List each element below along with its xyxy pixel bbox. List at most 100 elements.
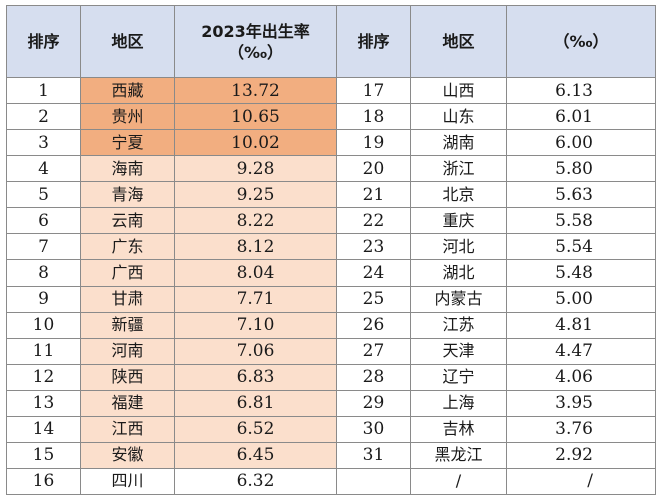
region-cell-right: 辽宁 xyxy=(410,363,507,391)
table-row: 7 广东 8.12 23 河北 5.54 xyxy=(6,233,656,261)
table-row: 8 广西 8.04 24 湖北 5.48 xyxy=(6,259,656,287)
table-row: 9 甘肃 7.71 25 内蒙古 5.00 xyxy=(6,285,656,313)
rank-cell: 5 xyxy=(6,181,81,209)
region-cell: 陕西 xyxy=(80,363,175,391)
table-row: 16 四川 6.32 // xyxy=(6,467,656,496)
rate-cell-right: / xyxy=(506,467,656,496)
region-cell: 贵州 xyxy=(80,103,175,131)
region-cell: 福建 xyxy=(80,389,175,417)
rank-cell-right: 26 xyxy=(336,311,411,339)
rate-header-line1: 2023年出生率 xyxy=(201,21,310,41)
rate-cell: 6.83 xyxy=(174,363,337,391)
table-row: 5 青海 9.25 21 北京 5.63 xyxy=(6,181,656,209)
region-cell-right: 重庆 xyxy=(410,207,507,235)
rank-cell: 2 xyxy=(6,103,81,131)
region-cell: 青海 xyxy=(80,181,175,209)
rate-cell: 8.12 xyxy=(174,233,337,261)
region-cell: 海南 xyxy=(80,155,175,183)
rank-cell: 11 xyxy=(6,337,81,365)
table-row: 10 新疆 7.10 26 江苏 4.81 xyxy=(6,311,656,339)
region-cell-right: 黑龙江 xyxy=(410,441,507,469)
table-row: 11 河南 7.06 27 天津 4.47 xyxy=(6,337,656,365)
rate-cell-right: 5.63 xyxy=(506,181,656,209)
rate-cell: 10.65 xyxy=(174,103,337,131)
rate-cell: 7.10 xyxy=(174,311,337,339)
region-cell: 甘肃 xyxy=(80,285,175,313)
table-row: 1 西藏 13.72 17 山西 6.13 xyxy=(6,76,656,105)
rate-cell: 9.25 xyxy=(174,181,337,209)
rank-cell: 15 xyxy=(6,441,81,469)
rate-cell: 6.81 xyxy=(174,389,337,417)
rate-cell-right: 2.92 xyxy=(506,441,656,469)
rate-cell-right: 5.80 xyxy=(506,155,656,183)
rate-cell-right: 4.06 xyxy=(506,363,656,391)
table-row: 13 福建 6.81 29 上海 3.95 xyxy=(6,389,656,417)
region-cell-right: / xyxy=(410,467,507,496)
rank-cell-right: 29 xyxy=(336,389,411,417)
rate-header-right: （‰） xyxy=(506,5,656,78)
rank-cell-right: 25 xyxy=(336,285,411,313)
rank-cell: 1 xyxy=(6,76,81,105)
rank-cell: 6 xyxy=(6,207,81,235)
region-cell: 新疆 xyxy=(80,311,175,339)
rank-cell-right: 27 xyxy=(336,337,411,365)
rank-cell-right: 17 xyxy=(336,76,411,105)
rank-cell-right: 24 xyxy=(336,259,411,287)
table-row: 3 宁夏 10.02 19 湖南 6.00 xyxy=(6,129,656,157)
region-cell-right: 吉林 xyxy=(410,415,507,443)
rank-cell-right: 23 xyxy=(336,233,411,261)
region-cell-right: 浙江 xyxy=(410,155,507,183)
rank-cell: 16 xyxy=(6,467,81,496)
rate-header-line2: （‰） xyxy=(227,42,284,62)
region-cell: 云南 xyxy=(80,207,175,235)
rate-cell-right: 5.54 xyxy=(506,233,656,261)
table-row: 6 云南 8.22 22 重庆 5.58 xyxy=(6,207,656,235)
rank-cell-right: 28 xyxy=(336,363,411,391)
header-row: 排序 地区 2023年出生率 （‰） 排序 地区 （‰） xyxy=(6,5,656,78)
table-row: 14 江西 6.52 30 吉林 3.76 xyxy=(6,415,656,443)
region-cell: 四川 xyxy=(80,467,175,496)
region-cell-right: 湖北 xyxy=(410,259,507,287)
region-cell-right: 江苏 xyxy=(410,311,507,339)
rate-cell-right: 6.13 xyxy=(506,76,656,105)
rank-cell: 7 xyxy=(6,233,81,261)
rate-cell-right: 5.48 xyxy=(506,259,656,287)
rank-cell: 10 xyxy=(6,311,81,339)
rate-cell: 6.45 xyxy=(174,441,337,469)
rank-cell-right: 22 xyxy=(336,207,411,235)
region-cell: 河南 xyxy=(80,337,175,365)
rank-cell: 4 xyxy=(6,155,81,183)
region-cell: 宁夏 xyxy=(80,129,175,157)
rank-cell-right: 18 xyxy=(336,103,411,131)
region-cell-right: 湖南 xyxy=(410,129,507,157)
region-cell-right: 山东 xyxy=(410,103,507,131)
rank-cell-right: 19 xyxy=(336,129,411,157)
rank-cell-right: 31 xyxy=(336,441,411,469)
rate-cell: 10.02 xyxy=(174,129,337,157)
rank-header-right: 排序 xyxy=(336,5,411,78)
region-cell-right: 北京 xyxy=(410,181,507,209)
region-cell: 广西 xyxy=(80,259,175,287)
rate-cell: 6.32 xyxy=(174,467,337,496)
rate-cell-right: 4.47 xyxy=(506,337,656,365)
rate-cell-right: 5.00 xyxy=(506,285,656,313)
region-cell-right: 内蒙古 xyxy=(410,285,507,313)
region-cell: 江西 xyxy=(80,415,175,443)
table-row: 15 安徽 6.45 31 黑龙江 2.92 xyxy=(6,441,656,469)
region-header: 地区 xyxy=(80,5,175,78)
rate-cell: 7.71 xyxy=(174,285,337,313)
rank-cell: 12 xyxy=(6,363,81,391)
rate-cell: 7.06 xyxy=(174,337,337,365)
table-row: 2 贵州 10.65 18 山东 6.01 xyxy=(6,103,656,131)
rate-cell-right: 4.81 xyxy=(506,311,656,339)
rate-cell: 8.04 xyxy=(174,259,337,287)
rate-cell: 9.28 xyxy=(174,155,337,183)
rank-cell: 9 xyxy=(6,285,81,313)
rate-cell: 8.22 xyxy=(174,207,337,235)
rank-cell-right: 20 xyxy=(336,155,411,183)
region-cell-right: 山西 xyxy=(410,76,507,105)
rank-cell-right: 30 xyxy=(336,415,411,443)
rate-cell-right: 6.01 xyxy=(506,103,656,131)
rank-header: 排序 xyxy=(6,5,81,78)
region-cell-right: 天津 xyxy=(410,337,507,365)
